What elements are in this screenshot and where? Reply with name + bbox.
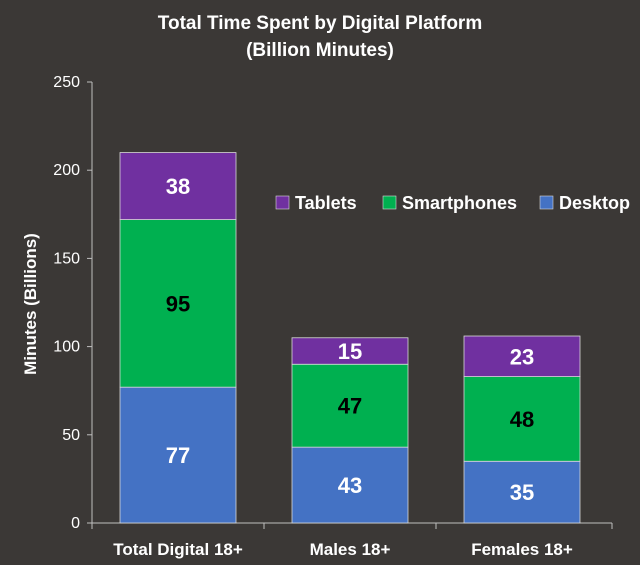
bar-segment-desktop xyxy=(291,446,409,524)
data-label: 95 xyxy=(166,291,190,316)
data-label: 77 xyxy=(166,443,190,468)
y-axis-label: Minutes (Billions) xyxy=(21,233,40,375)
x-tick-label: Total Digital 18+ xyxy=(113,540,243,559)
x-tick-label: Males 18+ xyxy=(310,540,391,559)
legend: Tablets Smartphones Desktop xyxy=(275,193,630,213)
chart-subtitle: (Billion Minutes) xyxy=(246,40,394,61)
bars: 77 95 38 Total Digital 18+ 43 47 15 Males 18+ 35… xyxy=(113,152,581,559)
data-label: 15 xyxy=(338,339,362,364)
x-tick-label: Females 18+ xyxy=(471,540,573,559)
bar-segment-tablets xyxy=(291,337,409,365)
y-tick-label: 250 xyxy=(53,74,80,91)
bar-segment-tablets xyxy=(119,152,237,220)
legend-swatch-tablets xyxy=(275,195,290,210)
data-label: 47 xyxy=(338,394,362,419)
bar-segment-smartphones xyxy=(291,363,409,448)
y-tick-label: 100 xyxy=(53,339,80,356)
y-tick-label: 50 xyxy=(62,427,80,444)
y-tick-label: 200 xyxy=(53,162,80,179)
chart-title: Total Time Spent by Digital Platform xyxy=(158,13,482,34)
data-label: 48 xyxy=(510,407,534,432)
legend-swatch-smartphones xyxy=(382,195,397,210)
data-label: 35 xyxy=(510,480,534,505)
data-label: 43 xyxy=(338,473,362,498)
bar-segment-smartphones xyxy=(463,376,581,462)
data-label: 23 xyxy=(510,344,534,369)
data-label: 38 xyxy=(166,174,190,199)
y-tick-label: 0 xyxy=(71,515,80,532)
legend-swatch-desktop xyxy=(539,195,554,210)
legend-label-desktop: Desktop xyxy=(559,193,630,213)
legend-label-tablets: Tablets xyxy=(295,193,357,213)
bar-segment-tablets xyxy=(463,335,581,377)
y-tick-label: 150 xyxy=(53,250,80,267)
legend-label-smartphones: Smartphones xyxy=(402,193,517,213)
